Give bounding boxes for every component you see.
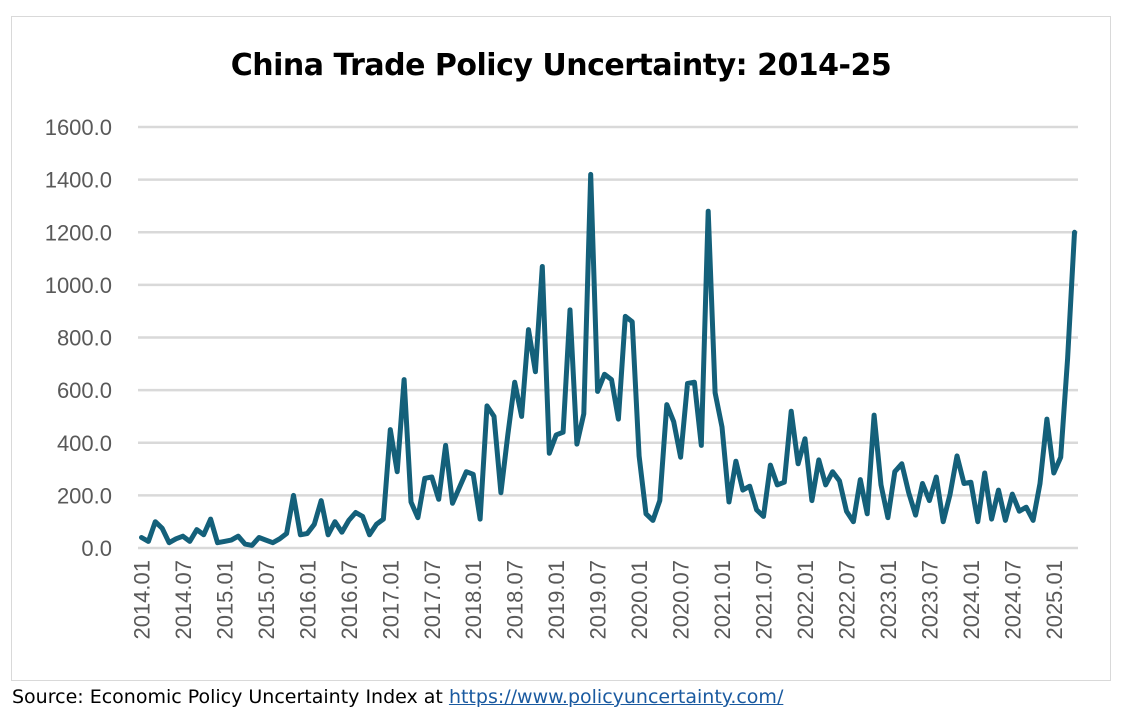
- x-tick-label: 2017.01: [378, 560, 403, 640]
- y-tick-label: 1600.0: [45, 115, 112, 140]
- x-tick-label: 2021.01: [710, 560, 735, 640]
- x-tick-label: 2022.07: [834, 560, 859, 640]
- x-tick-label: 2015.01: [212, 560, 237, 640]
- source-note: Source: Economic Policy Uncertainty Inde…: [12, 686, 783, 708]
- y-tick-label: 400.0: [57, 431, 112, 456]
- y-tick-label: 0.0: [81, 536, 112, 561]
- x-tick-label: 2014.07: [171, 560, 196, 640]
- chart-title: China Trade Policy Uncertainty: 2014-25: [230, 48, 892, 83]
- x-tick-label: 2016.01: [295, 560, 320, 640]
- x-tick-label: 2024.07: [1000, 560, 1025, 640]
- x-tick-label: 2023.07: [917, 560, 942, 640]
- y-tick-label: 200.0: [57, 483, 112, 508]
- source-prefix: Source: Economic Policy Uncertainty Inde…: [12, 686, 449, 708]
- x-tick-label: 2018.07: [503, 560, 528, 640]
- y-tick-label: 600.0: [57, 378, 112, 403]
- x-tick-label: 2019.07: [586, 560, 611, 640]
- x-tick-label: 2021.07: [752, 560, 777, 640]
- x-tick-label: 2020.01: [627, 560, 652, 640]
- y-tick-label: 1400.0: [45, 168, 112, 193]
- x-tick-label: 2025.01: [1042, 560, 1067, 640]
- y-tick-label: 1000.0: [45, 273, 112, 298]
- x-tick-label: 2014.01: [129, 560, 154, 640]
- x-tick-label: 2016.07: [337, 560, 362, 640]
- x-tick-label: 2015.07: [254, 560, 279, 640]
- x-tick-label: 2022.01: [793, 560, 818, 640]
- x-tick-label: 2019.01: [544, 560, 569, 640]
- x-tick-label: 2020.07: [669, 560, 694, 640]
- source-link[interactable]: https://www.policyuncertainty.com/: [448, 686, 784, 708]
- x-tick-label: 2024.01: [959, 560, 984, 640]
- x-tick-label: 2023.01: [876, 560, 901, 640]
- y-tick-label: 800.0: [57, 326, 112, 351]
- series-line: [139, 171, 1077, 548]
- x-tick-label: 2018.01: [461, 560, 486, 640]
- y-tick-label: 1200.0: [45, 220, 112, 245]
- x-tick-label: 2017.07: [420, 560, 445, 640]
